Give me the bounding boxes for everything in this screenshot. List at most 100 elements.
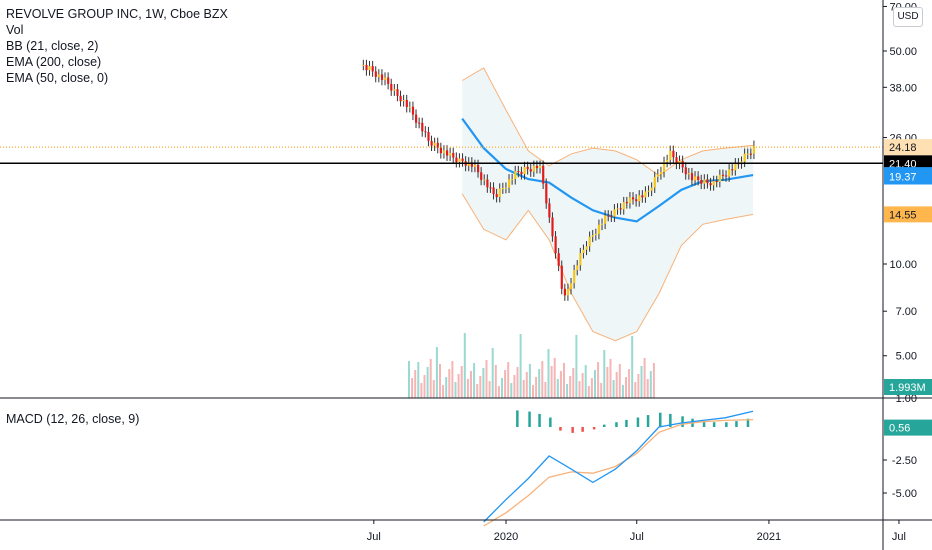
macd-histogram-bar — [581, 427, 584, 432]
candle — [684, 167, 687, 175]
macd-histogram-bar — [702, 421, 706, 427]
volume-bar — [652, 363, 655, 398]
volume-bar — [501, 378, 503, 398]
macd-tick-label: -2.50 — [892, 455, 917, 467]
chart-legend: REVOLVE GROUP INC, 1W, Cboe BZX Vol BB (… — [6, 6, 228, 86]
macd-tick-label: -5.00 — [892, 488, 917, 500]
legend-symbol-title[interactable]: REVOLVE GROUP INC, 1W, Cboe BZX — [6, 7, 228, 21]
volume-bar — [414, 370, 417, 398]
volume-bar — [448, 369, 451, 398]
candle — [427, 132, 430, 141]
volume-bar — [460, 366, 463, 398]
volume-bar — [504, 370, 507, 398]
candle — [511, 179, 514, 181]
candle — [418, 122, 421, 124]
candle — [523, 166, 526, 175]
candle — [663, 161, 666, 172]
macd-histogram-bar — [615, 422, 618, 427]
time-tick-label: Jul — [367, 531, 381, 543]
price-tick-label: 38.00 — [889, 82, 917, 94]
volume-bar — [600, 383, 603, 398]
volume-bar — [581, 373, 584, 398]
volume-badge-label: 1.993M — [889, 382, 926, 394]
candle — [436, 142, 439, 148]
macd-histogram-bar — [516, 410, 519, 427]
legend-ema-200[interactable]: EMA (200, close) — [6, 55, 102, 69]
candle — [365, 64, 368, 71]
candle — [517, 171, 520, 172]
currency-button[interactable]: USD — [893, 7, 923, 27]
volume-bar — [522, 380, 525, 398]
macd-histogram-bar — [735, 421, 738, 427]
volume-bar — [519, 334, 522, 398]
time-tick-label: Jul — [630, 531, 644, 543]
volume-bar — [528, 364, 531, 398]
macd-histogram-bar — [625, 419, 628, 427]
candle — [446, 150, 449, 156]
price-badge — [884, 139, 932, 156]
price-tick-label: 7.00 — [896, 306, 917, 318]
volume-bar — [454, 382, 457, 398]
volume-bar — [606, 367, 609, 398]
candle — [442, 150, 446, 154]
legend-bollinger-bands[interactable]: BB (21, close, 2) — [6, 39, 99, 53]
volume-bar — [612, 380, 615, 398]
volume-bar — [587, 386, 590, 398]
volume-bar — [485, 360, 488, 398]
candle — [694, 176, 697, 181]
volume-bar — [637, 374, 640, 398]
price-tick-label: 5.00 — [896, 351, 917, 363]
volume-bar — [488, 381, 491, 398]
candle — [371, 66, 374, 72]
macd-badge — [884, 419, 932, 436]
macd-histogram-bar — [636, 417, 640, 427]
macd-legend[interactable]: MACD (12, 26, close, 9) — [6, 412, 140, 426]
candle — [529, 169, 532, 172]
candle — [473, 164, 477, 167]
candle — [495, 194, 498, 198]
candle — [455, 157, 458, 163]
candle — [563, 288, 566, 296]
candle — [449, 153, 452, 156]
volume-bar — [470, 371, 472, 398]
candle — [551, 217, 554, 237]
candle — [697, 176, 700, 180]
volume-bar — [451, 361, 454, 398]
candle — [725, 175, 728, 177]
candle — [650, 187, 653, 191]
candle — [715, 181, 718, 182]
volume-bar — [494, 365, 497, 398]
macd-histogram-bar — [549, 417, 552, 427]
candle — [374, 71, 377, 77]
candle — [647, 190, 650, 192]
candle — [458, 158, 461, 162]
legend-ema-50[interactable]: EMA (50, close, 0) — [6, 71, 109, 85]
candle — [492, 187, 495, 195]
candle — [641, 195, 644, 198]
candle — [393, 89, 396, 91]
legend-volume[interactable]: Vol — [6, 23, 24, 37]
macd-signal-line — [483, 418, 754, 527]
candle — [421, 122, 424, 132]
volume-bar — [408, 361, 410, 398]
candle — [396, 89, 399, 96]
candle — [477, 164, 480, 173]
volume-badge — [884, 379, 932, 395]
candle — [470, 162, 473, 167]
candle — [415, 114, 418, 123]
volume-bar — [510, 383, 513, 398]
candle — [672, 150, 675, 158]
candle — [644, 191, 647, 198]
volume-bar — [479, 376, 482, 398]
volume-bar — [609, 359, 612, 398]
volume-bar — [491, 348, 494, 398]
macd-histogram-bar — [746, 418, 750, 427]
candle — [408, 106, 411, 108]
candle — [746, 153, 749, 155]
volume-bar — [423, 375, 426, 398]
candle — [678, 160, 681, 164]
volume-bar — [628, 369, 631, 398]
candle — [362, 64, 365, 66]
volume-bar — [466, 379, 469, 398]
